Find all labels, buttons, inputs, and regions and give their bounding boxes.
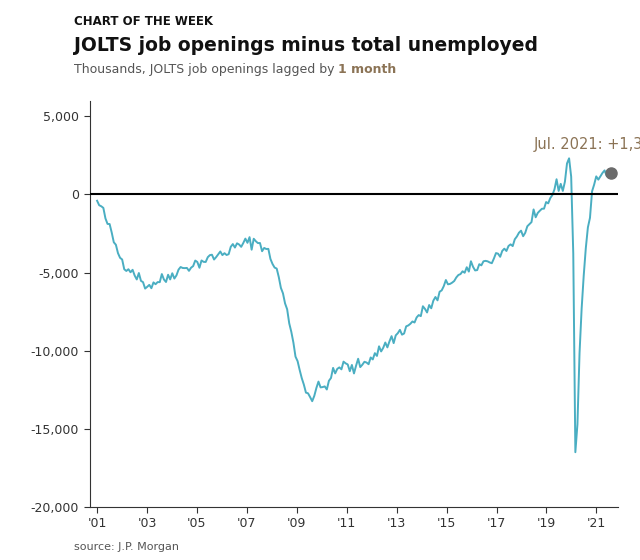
Text: Jul. 2021: +1,371: Jul. 2021: +1,371 xyxy=(534,137,640,152)
Text: JOLTS job openings minus total unemployed: JOLTS job openings minus total unemploye… xyxy=(74,36,538,55)
Text: 1 month: 1 month xyxy=(338,63,396,76)
Text: CHART OF THE WEEK: CHART OF THE WEEK xyxy=(74,15,212,27)
Text: Thousands, JOLTS job openings lagged by: Thousands, JOLTS job openings lagged by xyxy=(74,63,338,76)
Text: source: J.P. Morgan: source: J.P. Morgan xyxy=(74,542,179,552)
